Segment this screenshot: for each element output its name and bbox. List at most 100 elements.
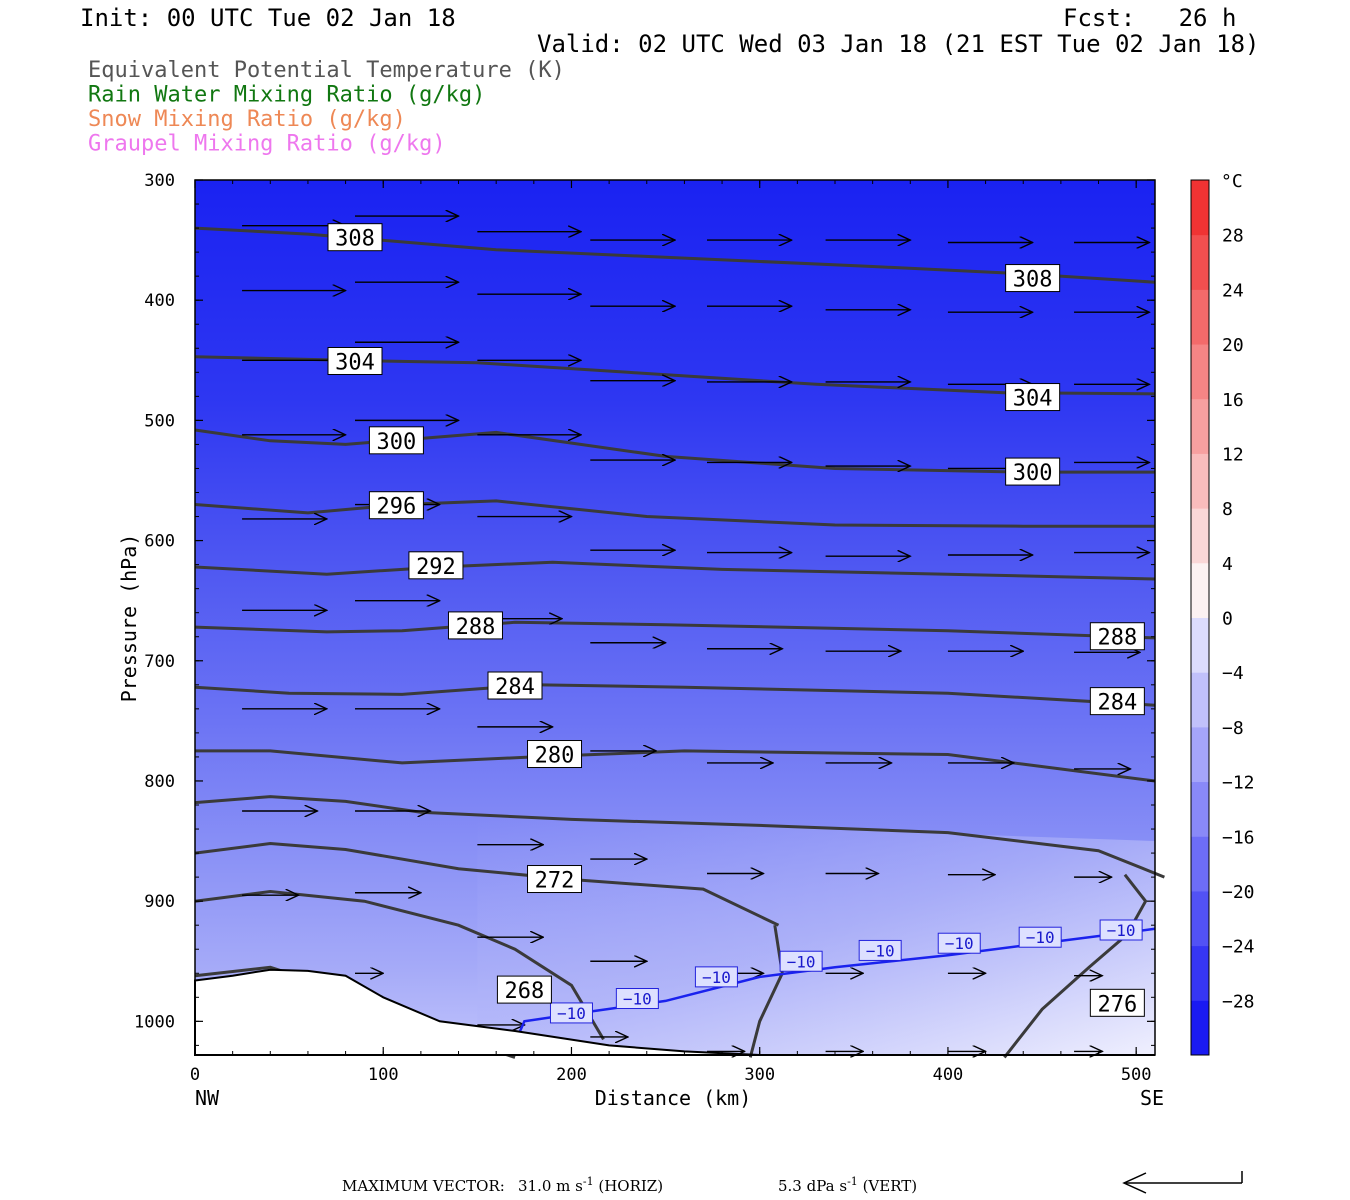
y-tick-label: 800 <box>144 772 175 792</box>
x-axis-label: Distance (km) <box>595 1086 752 1110</box>
horiz-value: 31.0 m s <box>518 1177 583 1195</box>
theta-e-contour <box>194 560 1156 581</box>
colorbar-swatch <box>1191 234 1209 290</box>
x-right-endpoint: SE <box>1140 1086 1164 1110</box>
colorbar-swatch <box>1191 398 1209 454</box>
y-axis-label: Pressure (hPa) <box>117 534 141 703</box>
x-tick-label: 400 <box>933 1065 964 1085</box>
colorbar-label: −12 <box>1222 773 1255 794</box>
theta-e-label: 308 <box>1005 264 1061 293</box>
svg-text:296: 296 <box>377 495 417 520</box>
svg-text:308: 308 <box>335 227 375 252</box>
forecast-hour: Fcst: 26 h <box>1063 4 1236 32</box>
isotherm-label: −10 <box>549 1002 593 1024</box>
colorbar-unit: °C <box>1221 171 1243 192</box>
svg-text:−10: −10 <box>702 968 731 987</box>
theta-e-label: 292 <box>408 551 464 580</box>
vert-suffix: (VERT) <box>863 1177 918 1195</box>
svg-text:−10: −10 <box>1107 921 1136 940</box>
theta-e-label: 300 <box>368 426 424 455</box>
theta-e-contour <box>194 841 780 927</box>
field-legend: Equivalent Potential Temperature (K)Rain… <box>88 58 565 157</box>
y-tick-label: 1000 <box>134 1012 175 1032</box>
x-tick-label: 100 <box>368 1065 399 1085</box>
colorbar-label: −16 <box>1222 827 1255 848</box>
svg-text:292: 292 <box>416 555 456 580</box>
vert-unit-superscript: -1 <box>847 1175 858 1188</box>
theta-e-label: 304 <box>327 346 383 375</box>
colorbar-label: −24 <box>1222 937 1255 958</box>
legend-entry: Equivalent Potential Temperature (K) <box>88 58 565 83</box>
isotherm-label: −10 <box>1018 926 1062 948</box>
svg-text:268: 268 <box>505 979 545 1004</box>
svg-text:304: 304 <box>1013 387 1053 412</box>
colorbar-label: 12 <box>1222 444 1244 465</box>
theta-e-label: 300 <box>1005 457 1061 486</box>
y-tick-label: 400 <box>144 291 175 311</box>
svg-text:308: 308 <box>1013 268 1053 293</box>
colorbar-swatch <box>1191 945 1209 1001</box>
colorbar-swatch <box>1191 453 1209 509</box>
theta-e-contour <box>748 924 784 1058</box>
svg-text:300: 300 <box>377 430 417 455</box>
theta-e-labels: 308 308 304 304 300 300 296 292 288 288 284 284 280 2… <box>327 223 1145 1017</box>
svg-text:−10: −10 <box>1026 928 1055 947</box>
svg-text:−10: −10 <box>623 990 652 1009</box>
theta-e-label: 268 <box>496 975 552 1004</box>
init-time: Init: 00 UTC Tue 02 Jan 18 <box>80 4 456 32</box>
theta-e-contour <box>194 499 1155 528</box>
svg-text:−10: −10 <box>866 941 895 960</box>
theta-e-label: 284 <box>487 671 543 700</box>
axis-ticks: 300 400 500 600 700 800 900 1000 0 100 200 300 400 50… <box>134 171 1155 1085</box>
y-tick-label: 600 <box>144 532 175 552</box>
colorbar-label: −8 <box>1222 718 1244 739</box>
minus10-isotherm <box>510 927 1156 1052</box>
theta-e-label: 308 <box>327 223 383 252</box>
colorbar-label: −20 <box>1222 882 1255 903</box>
horiz-suffix: (HORIZ) <box>598 1177 663 1195</box>
y-tick-label: 700 <box>144 652 175 672</box>
max-vector-footer: MAXIMUM VECTOR: 31.0 m s-1 (HORIZ) 5.3 d… <box>342 1171 1243 1195</box>
colorbar-label: −28 <box>1222 991 1255 1012</box>
colorbar-swatch <box>1191 180 1209 236</box>
legend-entry: Graupel Mixing Ratio (g/kg) <box>88 132 446 157</box>
isotherm-labels: −10 −10 −10 −10 −10 −10 −10 −10 <box>549 919 1143 1024</box>
svg-text:276: 276 <box>1097 992 1137 1017</box>
colorbar-swatch <box>1191 617 1209 673</box>
theta-e-label: 296 <box>368 491 424 520</box>
svg-text:300: 300 <box>1013 461 1053 486</box>
isotherm-label: −10 <box>615 988 659 1010</box>
legend-entry: Rain Water Mixing Ratio (g/kg) <box>88 83 485 108</box>
svg-text:284: 284 <box>495 675 535 700</box>
colorbar-label: 8 <box>1222 499 1233 520</box>
colorbar-swatch <box>1191 672 1209 728</box>
svg-text:284: 284 <box>1097 691 1137 716</box>
theta-e-label: 276 <box>1089 988 1145 1017</box>
max-vector-label: MAXIMUM VECTOR: <box>342 1177 505 1195</box>
theta-e-label: 288 <box>1089 622 1145 651</box>
plot-frame <box>194 179 1156 1056</box>
svg-text:304: 304 <box>335 350 375 375</box>
colorbar-label: −4 <box>1222 663 1244 684</box>
svg-text:−10: −10 <box>557 1004 586 1023</box>
colorbar-swatch <box>1191 289 1209 345</box>
isotherm-label: −10 <box>858 939 902 961</box>
horiz-unit-superscript: -1 <box>583 1175 594 1188</box>
isotherm-label: −10 <box>694 966 738 988</box>
wind-vectors <box>242 216 1149 1051</box>
x-left-endpoint: NW <box>195 1086 220 1110</box>
theta-e-contour <box>194 795 1165 879</box>
svg-text:−10: −10 <box>945 934 974 953</box>
colorbar-label: 0 <box>1222 609 1233 630</box>
colorbar-label: 24 <box>1222 280 1244 301</box>
colorbar: 28 24 20 16 12 8 4 0 −4 −8 −12 −16 −20 −24 −28 <box>1190 179 1255 1056</box>
theta-e-contour <box>1003 873 1148 1059</box>
colorbar-label: 28 <box>1222 226 1244 247</box>
max-vert-vector: 5.3 dPa s-1 (VERT) <box>778 1175 917 1195</box>
colorbar-label: 20 <box>1222 335 1244 356</box>
svg-text:288: 288 <box>1097 626 1137 651</box>
isotherm-label: −10 <box>779 950 823 972</box>
colorbar-swatch <box>1191 890 1209 947</box>
svg-text:−10: −10 <box>787 952 816 971</box>
